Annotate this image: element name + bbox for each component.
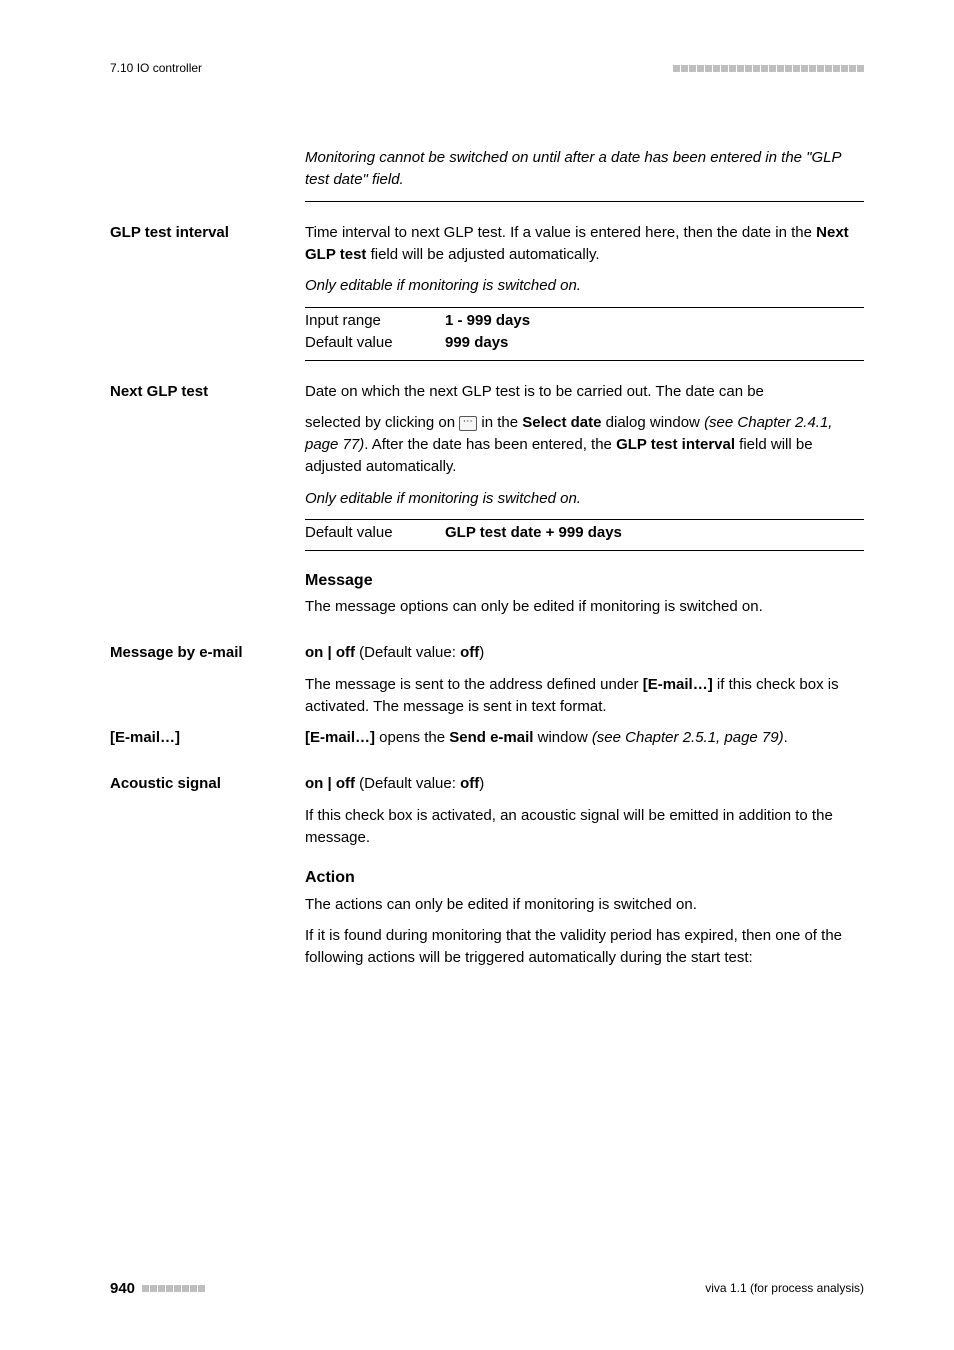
acoustic-toggle: on | off (Default value: off) <box>305 773 864 795</box>
header-section-ref: 7.10 IO controller <box>110 60 202 77</box>
footer-decor-squares <box>141 1280 205 1297</box>
next-glp-label: Next GLP test <box>110 381 305 403</box>
msg-email-desc: The message is sent to the address defin… <box>305 674 864 718</box>
glp-interval-desc: Time interval to next GLP test. If a val… <box>305 222 864 266</box>
glp-interval-label: GLP test interval <box>110 222 305 244</box>
next-glp-default: Default value GLP test date + 999 days <box>305 522 864 544</box>
next-glp-p1: Date on which the next GLP test is to be… <box>305 381 864 403</box>
msg-email-toggle: on | off (Default value: off) <box>305 642 864 664</box>
acoustic-label: Acoustic signal <box>110 773 305 795</box>
acoustic-desc: If this check box is activated, an acous… <box>305 805 864 849</box>
action-p2: If it is found during monitoring that th… <box>305 925 864 969</box>
page-footer: 940 viva 1.1 (for process analysis) <box>110 1278 864 1300</box>
msg-email-label: Message by e-mail <box>110 642 305 664</box>
ellipsis-icon: ⋯ <box>459 416 477 431</box>
glp-interval-input-range: Input range 1 - 999 days <box>305 310 864 332</box>
header-decor-squares <box>672 65 864 72</box>
action-p1: The actions can only be edited if monito… <box>305 894 864 916</box>
next-glp-p2: selected by clicking on ⋯ in the Select … <box>305 412 864 477</box>
message-desc: The message options can only be edited i… <box>305 596 864 618</box>
glp-interval-condition: Only editable if monitoring is switched … <box>305 275 864 297</box>
email-button-label: [E-mail…] <box>110 727 305 749</box>
page-header: 7.10 IO controller <box>110 60 864 77</box>
intro-note: Monitoring cannot be switched on until a… <box>305 147 864 191</box>
footer-right-text: viva 1.1 (for process analysis) <box>705 1280 864 1297</box>
next-glp-condition: Only editable if monitoring is switched … <box>305 488 864 510</box>
page-number: 940 <box>110 1278 135 1300</box>
glp-interval-default: Default value 999 days <box>305 332 864 354</box>
email-button-desc: [E-mail…] opens the Send e-mail window (… <box>305 727 864 749</box>
action-heading: Action <box>305 866 864 889</box>
message-heading: Message <box>305 569 864 592</box>
